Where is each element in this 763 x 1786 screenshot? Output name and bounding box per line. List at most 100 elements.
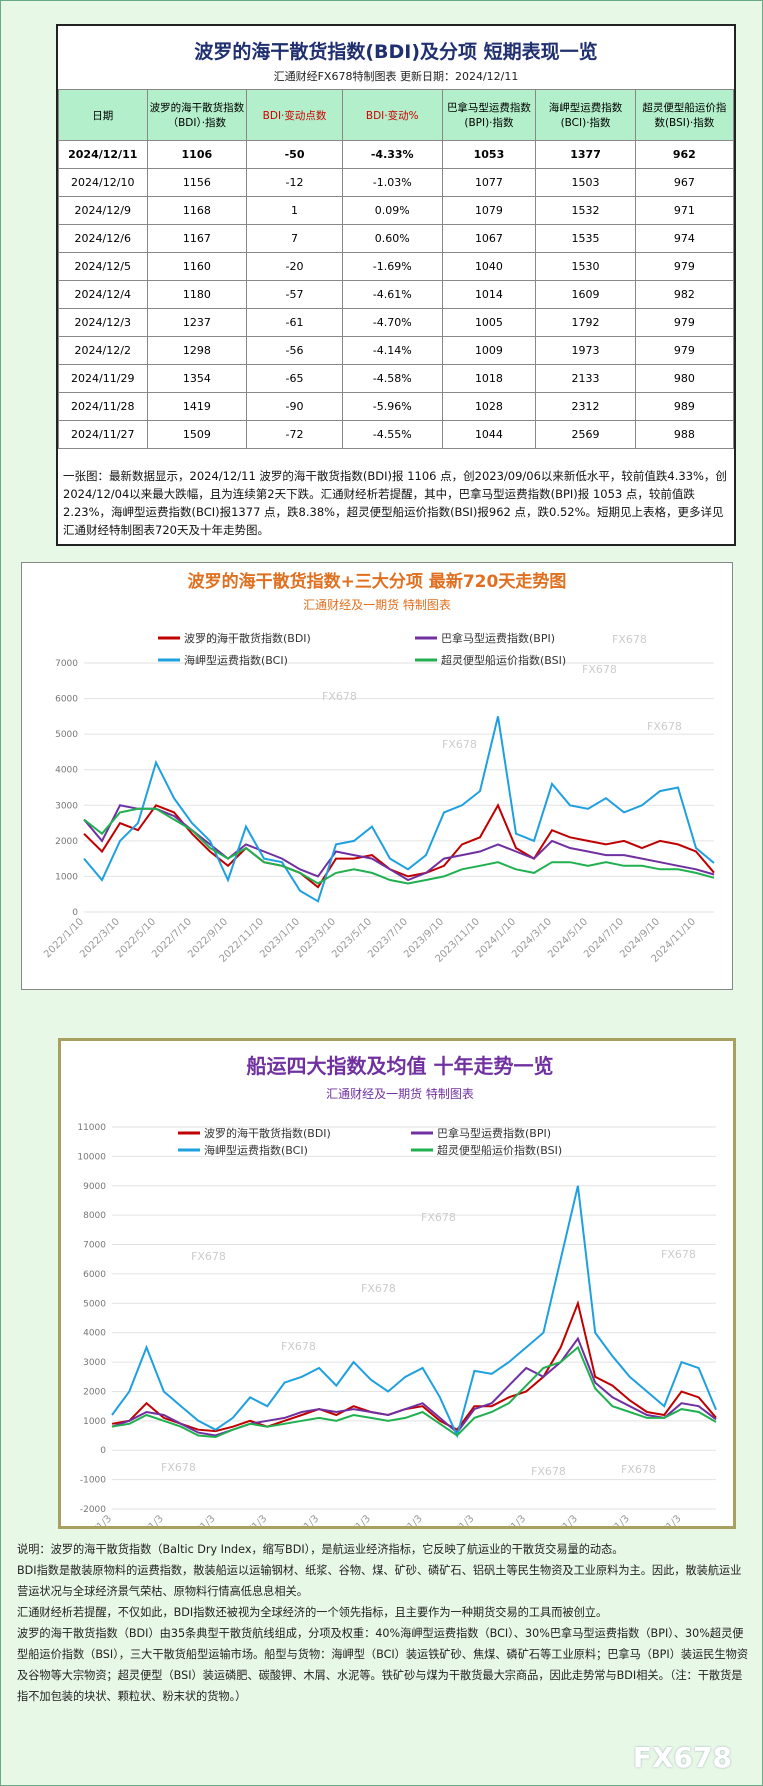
table-cell: 2024/12/9 (58, 196, 148, 225)
table-cell: -65 (246, 364, 343, 393)
table-cell: 1005 (441, 308, 537, 337)
y-tick-label: -1000 (80, 1476, 106, 1486)
legend-label: 海岬型运费指数(BCI) (204, 1143, 308, 1157)
table-cell: 1973 (535, 336, 636, 365)
table-cell: 2312 (535, 392, 636, 421)
table-cell: 1503 (535, 168, 636, 197)
y-tick-label: 0 (100, 1446, 106, 1456)
watermark: FX678 (361, 1282, 396, 1295)
x-tick-label: 2016/1/3 (230, 1513, 270, 1529)
y-tick-label: 4000 (55, 766, 78, 776)
table-cell: 2569 (535, 420, 636, 449)
table-cell: 1079 (441, 196, 537, 225)
table-row: 2024/12/10 1156 -12 -1.03% 1077 1503 967 (58, 168, 735, 197)
series-line (83, 803, 715, 889)
table-row: 2024/11/27 1509 -72 -4.55% 1044 2569 988 (58, 420, 735, 449)
series-line (111, 1345, 717, 1439)
chart-title: 波罗的海干散货指数+三大分项 最新720天走势图 (188, 571, 567, 592)
series-line (83, 807, 715, 885)
table-cell: 2024/11/28 (58, 392, 148, 421)
table-cell: -57 (246, 280, 343, 309)
series-line (111, 1336, 717, 1437)
x-tick-label: 2020/1/3 (437, 1513, 477, 1529)
x-tick-label: 2022/1/3 (541, 1513, 581, 1529)
watermark: FX678 (621, 1463, 656, 1476)
table-cell: -1.03% (341, 168, 443, 197)
x-tick-label: 2014/1/3 (126, 1513, 166, 1529)
table-cell: 1044 (441, 420, 537, 449)
table-cell: 0.60% (341, 224, 443, 253)
note-paragraph: 波罗的海干散货指数（BDI）由35条典型干散货航线组成，分项及权重：40%海岬型… (17, 1627, 749, 1703)
table-cell: 2024/12/2 (58, 336, 148, 365)
table-cell: 1067 (441, 224, 537, 253)
table-cell: -4.14% (341, 336, 443, 365)
table-cell: 1028 (441, 392, 537, 421)
table-row: 2024/12/4 1180 -57 -4.61% 1014 1609 982 (58, 280, 735, 309)
table-row: 2024/12/6 1167 7 0.60% 1067 1535 974 (58, 224, 735, 253)
y-tick-label: 7000 (55, 659, 78, 669)
table-cell: -4.61% (341, 280, 443, 309)
table-cell: 2024/12/5 (58, 252, 148, 281)
table-cell: 1532 (535, 196, 636, 225)
legend-label: 波罗的海干散货指数(BDI) (184, 631, 311, 645)
y-tick-label: 5000 (55, 730, 78, 740)
y-tick-label: 2000 (83, 1387, 106, 1397)
table-cell: 1180 (146, 280, 248, 309)
table-cell: 1535 (535, 224, 636, 253)
table-cell: 980 (634, 364, 735, 393)
table-cell: 1 (246, 196, 343, 225)
table-row: 2024/11/29 1354 -65 -4.58% 1018 2133 980 (58, 364, 735, 393)
chart-subtitle: 汇通财经及一期货 特制图表 (303, 597, 451, 612)
y-tick-label: 2000 (55, 837, 78, 847)
x-tick-label: 2019/1/3 (385, 1513, 425, 1529)
series-line (83, 716, 715, 903)
table-cell: 979 (634, 308, 735, 337)
header-cell: BDI·变动点数 (246, 89, 343, 141)
header-cell: 海岬型运费指数(BCI)·指数 (535, 89, 636, 141)
table-cell: 2133 (535, 364, 636, 393)
table-cell: 1530 (535, 252, 636, 281)
y-tick-label: 0 (72, 908, 78, 918)
x-tick-label: 2023/1/3 (592, 1513, 632, 1529)
table-cell: 2024/12/11 (58, 140, 148, 169)
table-cell: 1106 (146, 140, 248, 169)
table-cell: 1419 (146, 392, 248, 421)
watermark: FX678 (442, 738, 477, 751)
y-tick-label: 6000 (83, 1270, 106, 1280)
subtitle: 汇通财经FX678特制图表 更新日期：2024/12/11 (273, 70, 519, 83)
chart-title: 船运四大指数及均值 十年走势一览 (247, 1054, 554, 1078)
table-row: 2024/12/3 1237 -61 -4.70% 1005 1792 979 (58, 308, 735, 337)
table-cell: 979 (634, 336, 735, 365)
table-cell: 1377 (535, 140, 636, 169)
table-cell: -50 (246, 140, 343, 169)
table-cell: 1167 (146, 224, 248, 253)
table-cell: 1298 (146, 336, 248, 365)
legend-label: 超灵便型船运价指数(BSI) (441, 653, 566, 667)
table-cell: 982 (634, 280, 735, 309)
table-cell: -4.58% (341, 364, 443, 393)
table-cell: 1792 (535, 308, 636, 337)
note-paragraph: 说明：波罗的海干散货指数（Baltic Dry Index，缩写BDI），是航运… (17, 1543, 624, 1556)
legend-label: 超灵便型船运价指数(BSI) (437, 1143, 562, 1157)
x-tick-label: 2024/1/3 (644, 1513, 684, 1529)
x-tick-label: 2018/1/3 (333, 1513, 373, 1529)
x-tick-label: 2021/1/3 (489, 1513, 529, 1529)
table-cell: -12 (246, 168, 343, 197)
watermark: FX678 (661, 1248, 696, 1261)
table-cell: 7 (246, 224, 343, 253)
series-line (111, 1299, 717, 1433)
table-cell: -20 (246, 252, 343, 281)
table-cell: 974 (634, 224, 735, 253)
watermark: FX678 (200, 634, 235, 647)
table-cell: 1237 (146, 308, 248, 337)
table-cell: -1.69% (341, 252, 443, 281)
table-row: 2024/12/2 1298 -56 -4.14% 1009 1973 979 (58, 336, 735, 365)
table-cell: 2024/12/10 (58, 168, 148, 197)
header-cell: 巴拿马型运费指数(BPI)·指数 (441, 89, 537, 141)
table-cell: -72 (246, 420, 343, 449)
y-tick-label: 4000 (83, 1329, 106, 1339)
note-paragraph: 汇通财经析若提醒，不仅如此，BDI指数还被视为全球经济的一个领先指标，且主要作为… (17, 1606, 608, 1619)
summary-note: 一张图：最新数据显示，2024/12/11 波罗的海干散货指数(BDI)报 11… (63, 469, 727, 537)
